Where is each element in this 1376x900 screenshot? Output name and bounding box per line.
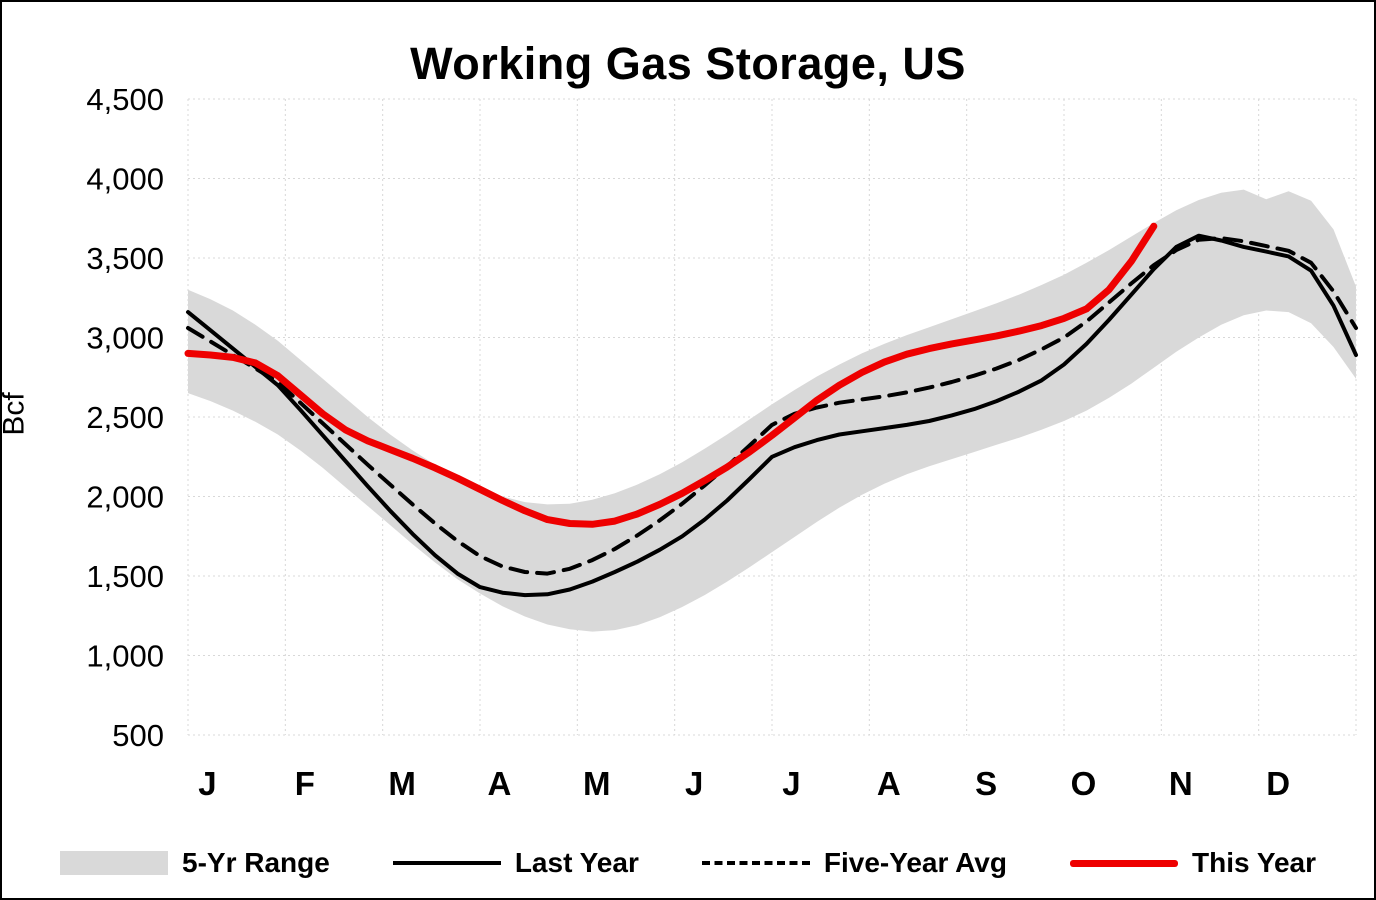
svg-text:J: J — [782, 765, 800, 802]
svg-text:4,500: 4,500 — [86, 82, 164, 117]
legend-label-range: 5-Yr Range — [182, 847, 330, 878]
svg-text:2,000: 2,000 — [86, 480, 164, 515]
last-year-line-sample — [392, 861, 501, 865]
svg-text:A: A — [877, 765, 901, 802]
svg-text:2,500: 2,500 — [86, 400, 164, 435]
svg-text:J: J — [198, 765, 216, 802]
legend-label-five-year-avg: Five-Year Avg — [823, 847, 1007, 878]
legend-item-last-year: Last Year — [392, 847, 639, 879]
svg-text:3,500: 3,500 — [86, 241, 164, 276]
legend-item-five-year-avg: Five-Year Avg — [701, 847, 1007, 879]
legend: 5-Yr Range Last Year Five-Year Avg This … — [2, 830, 1374, 896]
svg-text:J: J — [685, 765, 703, 802]
svg-text:500: 500 — [112, 718, 164, 753]
chart-title: Working Gas Storage, US — [410, 38, 966, 89]
five-year-avg-line-sample — [701, 861, 810, 865]
svg-text:O: O — [1071, 765, 1097, 802]
svg-text:1,000: 1,000 — [86, 639, 164, 674]
range-band-swatch — [60, 851, 168, 875]
chart-svg: 500 1,000 1,500 2,000 2,500 3,000 3,500 4,000 4,… — [86, 82, 1358, 802]
this-year-line-sample — [1069, 859, 1178, 867]
svg-text:M: M — [583, 765, 611, 802]
svg-text:4,000: 4,000 — [86, 162, 164, 197]
legend-label-last-year: Last Year — [514, 847, 639, 878]
svg-text:D: D — [1266, 765, 1290, 802]
svg-text:1,500: 1,500 — [86, 559, 164, 594]
legend-label-this-year: This Year — [1191, 847, 1316, 878]
svg-text:M: M — [388, 765, 416, 802]
legend-item-this-year: This Year — [1069, 847, 1316, 879]
svg-text:3,000: 3,000 — [86, 321, 164, 356]
svg-text:S: S — [975, 765, 997, 802]
svg-text:A: A — [488, 765, 512, 802]
svg-text:F: F — [295, 765, 315, 802]
legend-item-range: 5-Yr Range — [60, 847, 330, 879]
svg-text:N: N — [1169, 765, 1193, 802]
